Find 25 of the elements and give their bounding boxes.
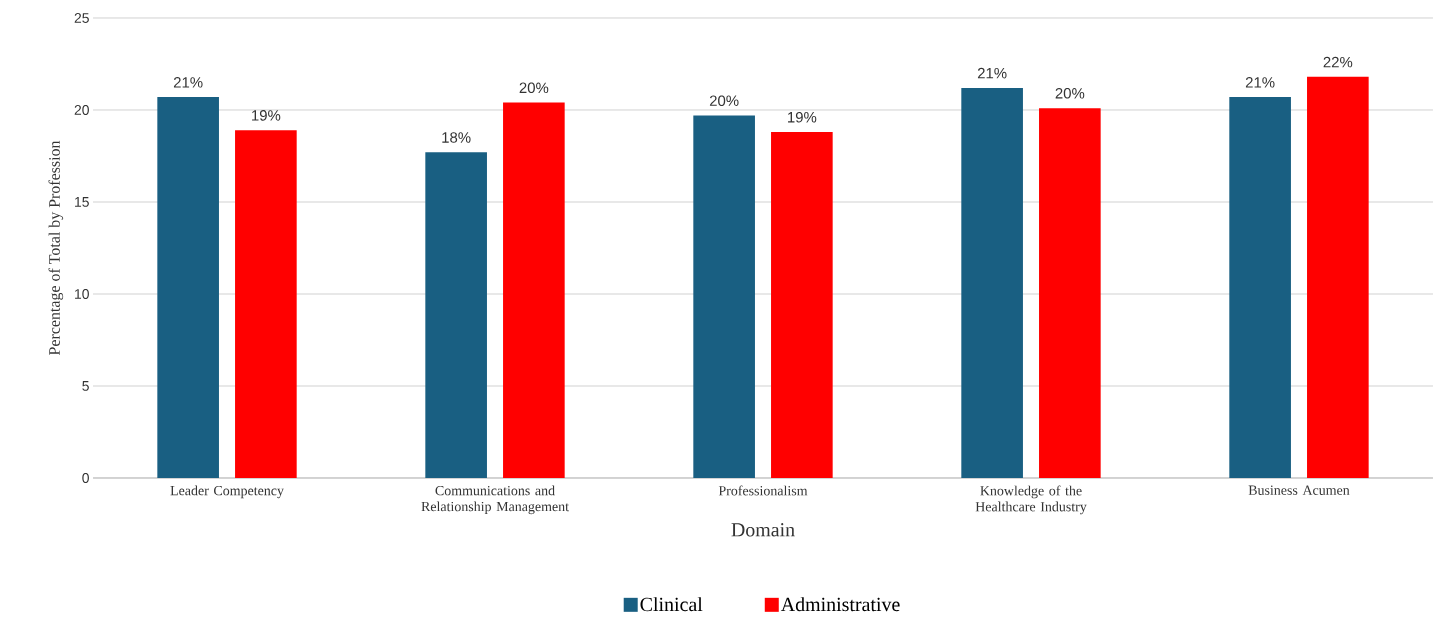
y-tick-label: 10 <box>75 289 89 299</box>
data-label: 20% <box>709 95 739 106</box>
y-axis-title: Percentage of Total by Profession <box>48 140 64 355</box>
x-tick-label: Professionalism <box>718 485 808 496</box>
data-label: 18% <box>442 132 471 143</box>
data-label: 22% <box>1323 56 1353 68</box>
legend-label: Administrative <box>780 597 900 612</box>
x-tick-label: Knowledge of the Healthcare Industry <box>975 485 1087 515</box>
x-tick-label: Communications and Relationship Management <box>421 485 569 515</box>
x-axis-title: Domain <box>731 523 795 537</box>
y-tick-label: 25 <box>74 13 89 23</box>
legend-label: Clinical <box>640 597 703 612</box>
y-tick-label: 5 <box>82 381 89 391</box>
data-label: 21% <box>977 67 1007 79</box>
data-label: 21% <box>1245 77 1275 88</box>
data-label: 19% <box>788 111 817 123</box>
y-tick-label: 0 <box>82 473 89 483</box>
y-tick-label: 15 <box>75 197 89 207</box>
data-label: 20% <box>519 82 549 94</box>
x-tick-label: Leader Competency <box>170 485 284 499</box>
data-label: 20% <box>1055 88 1085 99</box>
data-label: 21% <box>173 77 203 88</box>
y-tick-label: 20 <box>74 105 89 115</box>
data-label: 19% <box>252 110 281 121</box>
x-tick-label: Business Acumen <box>1248 485 1350 495</box>
